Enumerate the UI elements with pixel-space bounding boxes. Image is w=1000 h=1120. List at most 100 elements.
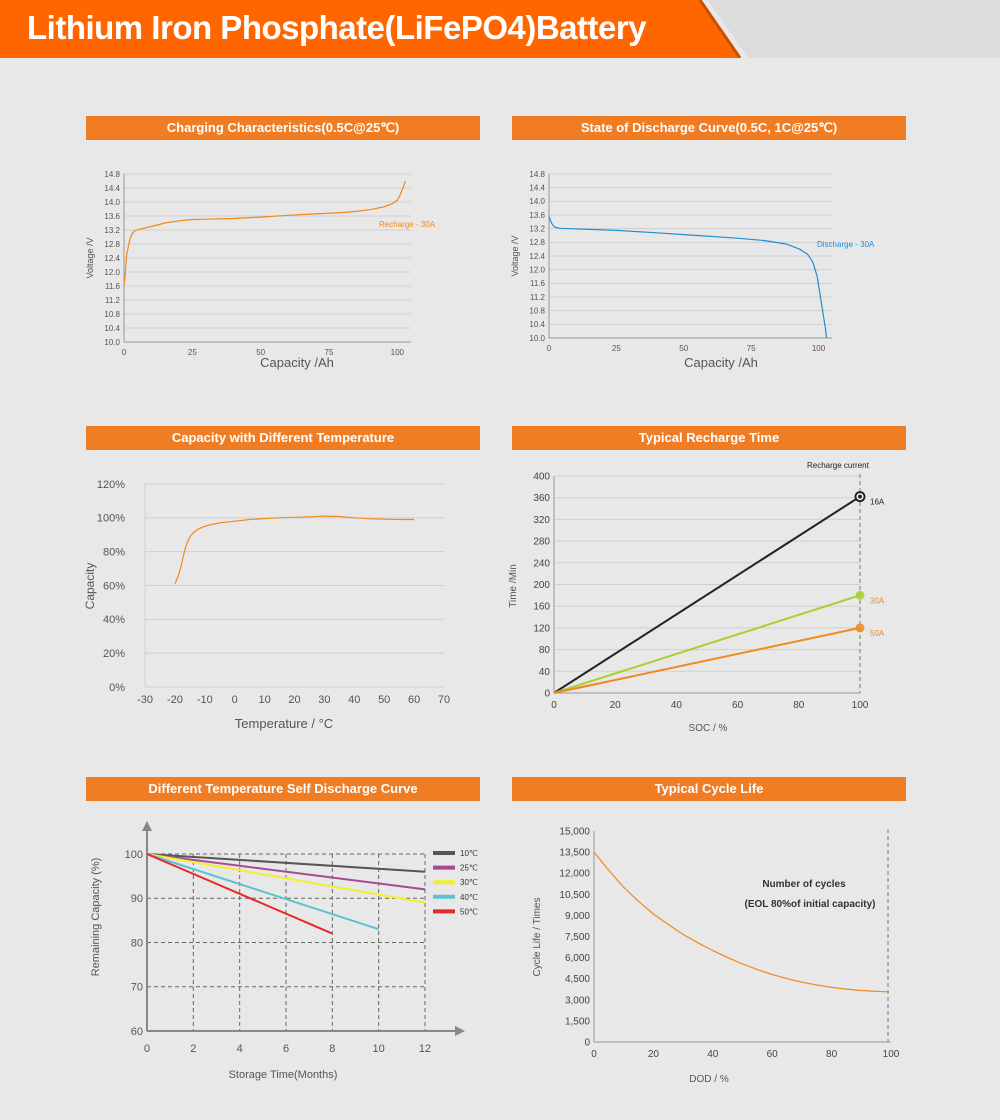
- chart-title: Typical Recharge Time: [512, 426, 906, 450]
- series-line: [146, 853, 426, 904]
- x-tick-label: 0: [591, 1049, 597, 1060]
- x-tick-label: 40: [707, 1049, 719, 1060]
- y-tick-label: 11.6: [530, 279, 546, 288]
- page-title: Lithium Iron Phosphate(LiFePO4)Battery: [27, 9, 647, 46]
- x-tick-label: 50: [256, 348, 265, 357]
- chart-title: Different Temperature Self Discharge Cur…: [86, 777, 480, 801]
- x-tick-label: 80: [826, 1049, 838, 1060]
- chart-svg: 0 2 4 6 8 10 12 60 70 80 90 100 Storage Time(Months)…: [90, 821, 478, 1081]
- y-axis-label: Time /Min: [508, 564, 519, 608]
- x-tick-label: 10: [373, 1043, 385, 1055]
- x-tick-label: 40: [348, 694, 360, 706]
- x-tick-label: 25: [188, 348, 197, 357]
- x-axis-arrow: [455, 1026, 465, 1036]
- x-tick-label: 100: [883, 1049, 900, 1060]
- y-tick-label: 11.2: [105, 296, 121, 305]
- y-axis-label: Cycle Life / Times: [532, 898, 543, 977]
- legend-label: 50℃: [460, 907, 478, 916]
- x-tick-label: 40: [671, 700, 683, 711]
- y-tick-label: 0: [584, 1038, 590, 1049]
- y-tick-label: 3,000: [565, 995, 590, 1006]
- chart-svg: 0 25 50 75 100 10.0 10.4 10.8 11.2 11.6 12.0 12.4 12…: [510, 170, 875, 370]
- y-tick-label: 9,000: [565, 911, 590, 922]
- y-tick-label: 4,500: [565, 974, 590, 985]
- series-label: Discharge - 30A: [817, 240, 875, 249]
- y-tick-label: 15,000: [559, 827, 590, 838]
- y-tick-label: 12.8: [529, 238, 545, 247]
- y-tick-label: 240: [533, 558, 550, 569]
- series-line: [146, 853, 426, 873]
- y-tick-label: 120%: [97, 479, 125, 491]
- series-label: 30A: [870, 596, 885, 605]
- x-tick-label: -30: [137, 694, 153, 706]
- y-tick-label: 20%: [103, 648, 125, 660]
- y-axis-arrow: [142, 821, 152, 831]
- x-tick-label: 50: [378, 694, 390, 706]
- y-tick-label: 60%: [103, 580, 125, 592]
- x-axis-label: Temperature / °C: [235, 716, 333, 731]
- y-tick-label: 6,000: [565, 953, 590, 964]
- series-line: [593, 851, 889, 993]
- y-tick-label: 12.0: [104, 268, 120, 277]
- y-tick-label: 40: [539, 667, 551, 678]
- chart-cycle-life: Typical Cycle Life 0 20 40 60 80 100 0 1,500 3,0…: [512, 777, 906, 1097]
- y-tick-label: 0%: [109, 682, 125, 694]
- y-tick-label: 100: [125, 849, 143, 861]
- legend-label: 30℃: [460, 878, 478, 887]
- series-label: 16A: [870, 498, 885, 507]
- header-banner: Lithium Iron Phosphate(LiFePO4)Battery: [0, 0, 1000, 58]
- x-tick-label: 2: [190, 1043, 196, 1055]
- y-tick-label: 12.0: [529, 265, 545, 274]
- y-tick-label: 13.2: [104, 226, 120, 235]
- legend-title: Recharge current: [807, 461, 870, 470]
- x-tick-label: 0: [232, 694, 238, 706]
- x-tick-label: 20: [610, 700, 622, 711]
- x-tick-label: 100: [391, 348, 405, 357]
- y-tick-label: 12,000: [559, 869, 590, 880]
- y-tick-label: 400: [533, 472, 550, 483]
- series-line: [548, 216, 828, 339]
- legend-label: 10℃: [460, 849, 478, 858]
- x-axis-label: Capacity /Ah: [684, 355, 758, 370]
- y-axis-label: Voltage /V: [510, 235, 520, 276]
- y-tick-label: 160: [533, 602, 550, 613]
- y-tick-label: 13.6: [529, 211, 545, 220]
- series-endpoint: [855, 590, 865, 600]
- chart-title: Capacity with Different Temperature: [86, 426, 480, 450]
- series-line: [123, 180, 407, 287]
- y-tick-label: 14.0: [529, 197, 545, 206]
- y-tick-label: 0: [544, 689, 550, 700]
- x-tick-label: 30: [318, 694, 330, 706]
- y-tick-label: 7,500: [565, 932, 590, 943]
- y-tick-label: 10.4: [529, 320, 545, 329]
- chart-recharge-time: Typical Recharge Time 0 20 40 60 80 100 0 40 80 1…: [508, 426, 906, 746]
- y-axis-label: Voltage /V: [85, 237, 95, 278]
- x-tick-label: 10: [258, 694, 270, 706]
- chart-charging: Charging Characteristics(0.5C@25℃) 0 25 50…: [85, 116, 480, 376]
- x-tick-label: 0: [122, 348, 127, 357]
- x-tick-label: 0: [551, 700, 557, 711]
- y-tick-label: 360: [533, 493, 550, 504]
- y-tick-label: 200: [533, 580, 550, 591]
- y-axis-label: Remaining Capacity (%): [90, 858, 102, 977]
- series-line: [553, 594, 861, 694]
- x-tick-label: 75: [325, 348, 334, 357]
- x-tick-label: 6: [283, 1043, 289, 1055]
- x-tick-label: 20: [288, 694, 300, 706]
- series-line: [146, 853, 426, 891]
- y-tick-label: 14.4: [104, 184, 120, 193]
- y-tick-label: 14.8: [104, 170, 120, 179]
- chart-svg: 0 25 50 75 100 10.0 10.4 10.8 11.2 11.6 12.0 12.4 12…: [85, 170, 436, 370]
- y-tick-label: 80: [131, 937, 143, 949]
- y-tick-label: 320: [533, 515, 550, 526]
- y-tick-label: 10.4: [104, 324, 120, 333]
- y-tick-label: 13.6: [104, 212, 120, 221]
- y-tick-label: 14.0: [104, 198, 120, 207]
- series-label: 50A: [870, 629, 885, 638]
- y-tick-label: 60: [131, 1026, 143, 1038]
- x-tick-label: 60: [767, 1049, 779, 1060]
- x-tick-label: 0: [547, 344, 552, 353]
- y-axis-label: Capacity: [83, 563, 97, 610]
- y-tick-label: 70: [131, 982, 143, 994]
- chart-svg: 0 20 40 60 80 100 0 1,500 3,000 4,500 6,000 7,500 9,…: [532, 827, 900, 1086]
